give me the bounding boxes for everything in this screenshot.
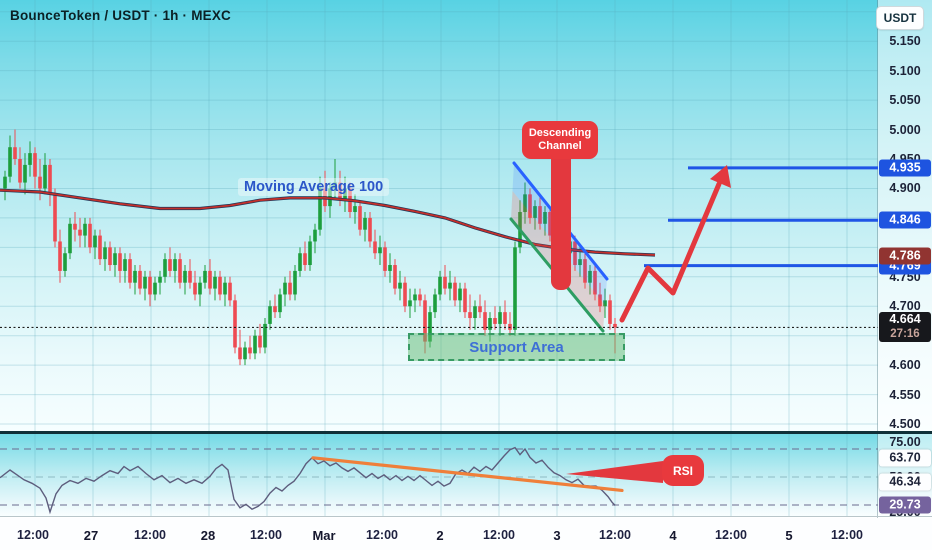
axis-divider xyxy=(877,0,878,518)
gridlines xyxy=(0,0,878,516)
projection-arrow[interactable] xyxy=(619,181,722,323)
price-tick: 4.900 xyxy=(889,181,921,196)
pane-separator[interactable] xyxy=(0,431,932,434)
channel-callout-line1: Descending xyxy=(528,127,592,139)
rsi-line[interactable] xyxy=(0,446,616,515)
time-tick: 12:00 xyxy=(831,528,863,542)
price-tick: 5.100 xyxy=(889,63,921,78)
time-tick: 12:00 xyxy=(250,528,282,542)
rsi-callout-tail xyxy=(566,461,663,483)
rsi-callout-label: RSI xyxy=(672,463,693,478)
descending-channel-callout[interactable]: Descending Channel xyxy=(522,121,598,159)
rsi-value-label: 63.70 xyxy=(879,449,931,467)
price-tick: 5.000 xyxy=(889,122,921,137)
time-tick: Mar xyxy=(312,528,336,543)
price-tick: 5.150 xyxy=(889,34,921,49)
time-tick: 27 xyxy=(83,528,99,543)
ma-price-label: 4.786 xyxy=(879,247,931,265)
resistance-price-label: 4.846 xyxy=(879,211,931,229)
time-tick: 5 xyxy=(785,528,793,543)
price-tick: 5.050 xyxy=(889,93,921,108)
support-area-label: Support Area xyxy=(469,338,564,356)
time-tick: 3 xyxy=(553,528,561,543)
price-tick: 4.500 xyxy=(889,417,921,432)
rsi-callout[interactable]: RSI xyxy=(662,455,704,486)
rsi-trendline[interactable] xyxy=(311,456,624,493)
moving-average-label: Moving Average 100 xyxy=(238,178,390,196)
rsi-time-separator xyxy=(0,516,932,517)
time-tick: 12:00 xyxy=(366,528,398,542)
time-tick: 12:00 xyxy=(17,528,49,542)
support-area-box[interactable]: Support Area xyxy=(408,333,625,361)
price-tick: 4.700 xyxy=(889,299,921,314)
time-tick: 12:00 xyxy=(483,528,515,542)
price-tick: 4.600 xyxy=(889,358,921,373)
rsi-value-label: 29.73 xyxy=(879,496,931,514)
symbol-title[interactable]: BounceToken / USDT · 1h · MEXC xyxy=(10,8,232,23)
time-tick: 4 xyxy=(669,528,677,543)
time-tick: 12:00 xyxy=(715,528,747,542)
time-axis-pane[interactable] xyxy=(0,518,932,550)
rsi-tick: 75.00 xyxy=(889,435,921,449)
channel-callout-line2: Channel xyxy=(538,140,582,152)
time-tick: 2 xyxy=(436,528,444,543)
resistance-price-label: 4.935 xyxy=(879,159,931,177)
projection-arrowhead xyxy=(710,165,731,188)
currency-toggle-button[interactable]: USDT xyxy=(876,6,924,30)
time-tick: 12:00 xyxy=(134,528,166,542)
price-tick: 4.550 xyxy=(889,387,921,402)
rsi-value-label: 46.34 xyxy=(879,473,931,491)
last-price-label: 4.664 27:16 xyxy=(879,312,931,343)
time-tick: 12:00 xyxy=(599,528,631,542)
channel-callout-stem xyxy=(551,150,571,290)
time-tick: 28 xyxy=(200,528,216,543)
